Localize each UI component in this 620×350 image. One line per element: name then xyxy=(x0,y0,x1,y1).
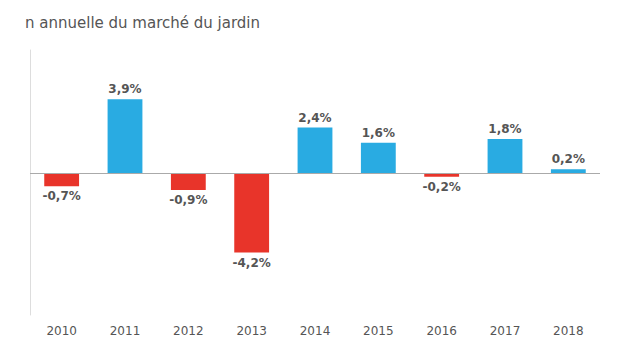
svg-text:-4,2%: -4,2% xyxy=(233,256,271,270)
svg-text:-0,7%: -0,7% xyxy=(43,189,81,203)
svg-text:1,6%: 1,6% xyxy=(362,126,395,140)
svg-text:2010: 2010 xyxy=(46,324,77,338)
svg-text:n annuelle du marché du jardin: n annuelle du marché du jardin xyxy=(25,14,260,32)
svg-text:2013: 2013 xyxy=(236,324,267,338)
svg-text:3,9%: 3,9% xyxy=(108,82,141,96)
svg-text:2014: 2014 xyxy=(300,324,331,338)
svg-text:1,8%: 1,8% xyxy=(488,122,521,136)
svg-text:2016: 2016 xyxy=(426,324,457,338)
svg-text:2011: 2011 xyxy=(110,324,141,338)
svg-text:-0,2%: -0,2% xyxy=(423,180,461,194)
svg-text:0,2%: 0,2% xyxy=(552,152,585,166)
svg-text:2017: 2017 xyxy=(490,324,521,338)
svg-text:2018: 2018 xyxy=(553,324,584,338)
svg-text:2012: 2012 xyxy=(173,324,204,338)
svg-text:2015: 2015 xyxy=(363,324,394,338)
svg-text:-0,9%: -0,9% xyxy=(169,193,207,207)
svg-text:2,4%: 2,4% xyxy=(298,111,331,125)
